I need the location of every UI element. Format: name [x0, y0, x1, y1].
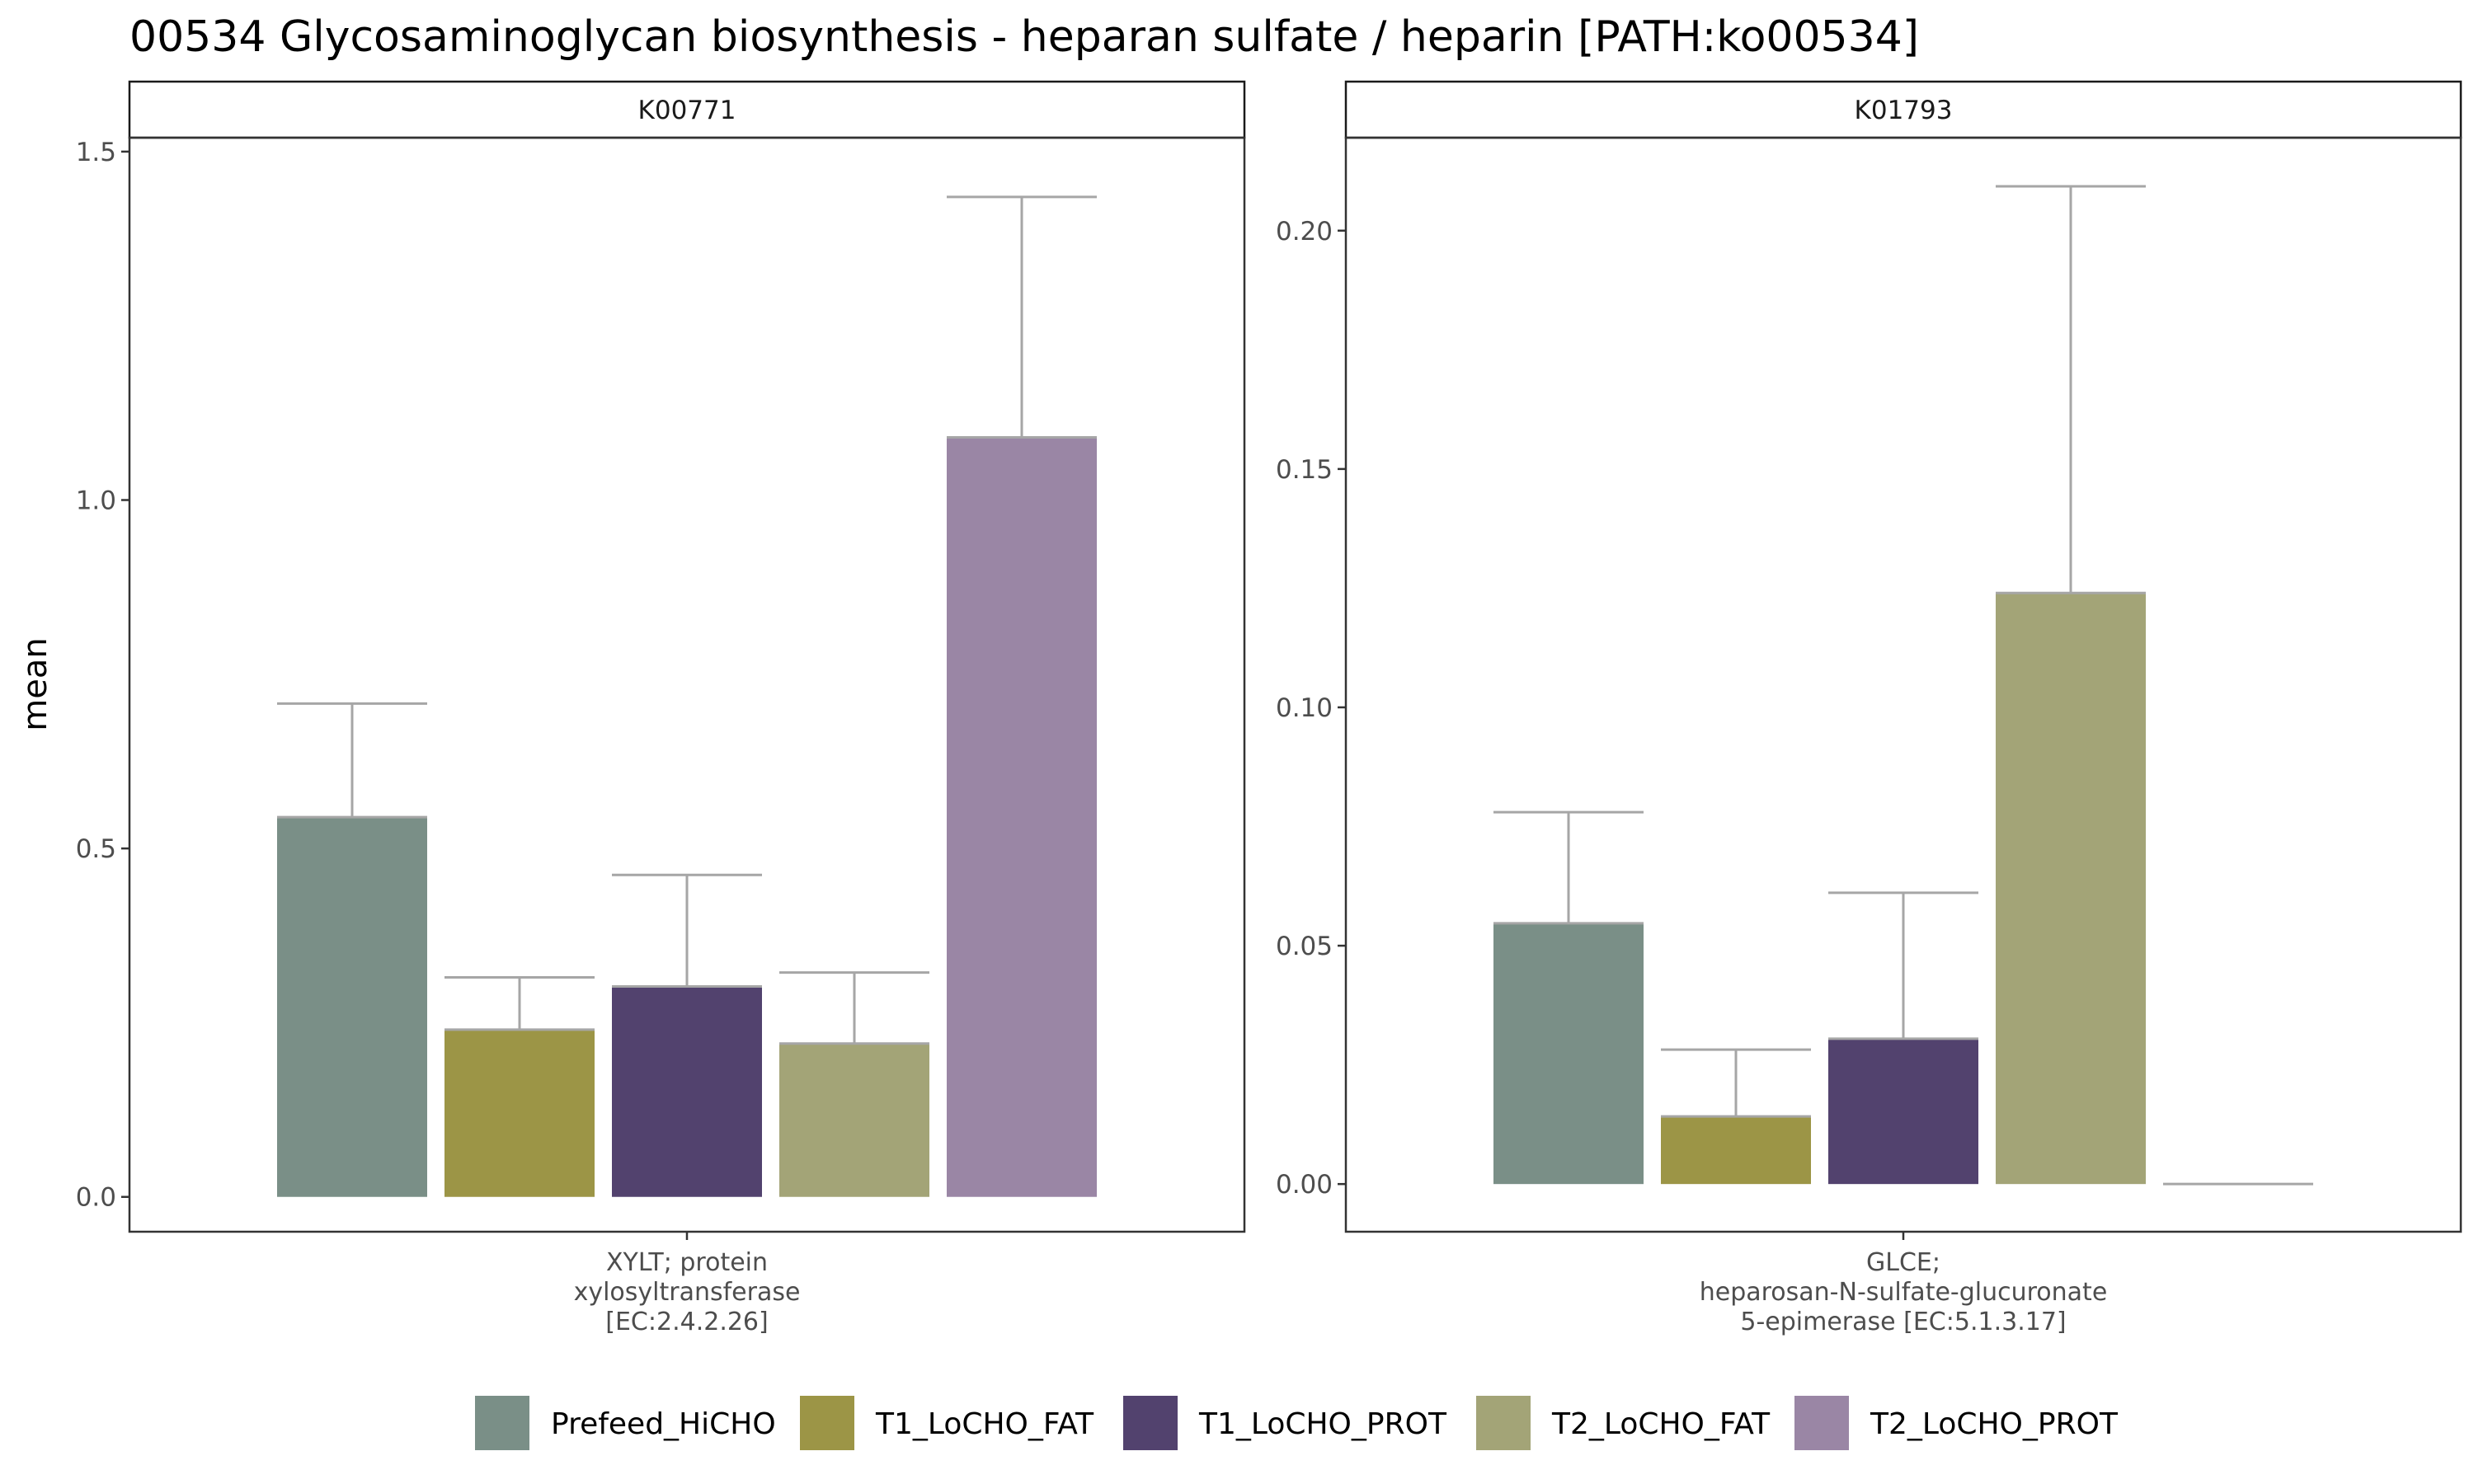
- legend-swatch: [475, 1396, 529, 1450]
- legend-label: T2_LoCHO_FAT: [1551, 1407, 1771, 1441]
- facet-strip: [128, 80, 1246, 139]
- x-category-label-line: XYLT; protein: [606, 1248, 768, 1277]
- facet-panel-1: K00771 0.0 0.5 1.0 1.5 XYLT; proteinxylosyltr…: [76, 80, 1246, 1336]
- y-tick-label: 0.15: [1276, 455, 1333, 485]
- legend-swatch: [1794, 1396, 1849, 1450]
- bar-T1_LoCHO_PROT: [612, 986, 762, 1197]
- legend-swatch: [1123, 1396, 1178, 1450]
- y-tick-label: 0.20: [1276, 217, 1333, 247]
- y-tick-label: 0.00: [1276, 1170, 1333, 1200]
- bar-T2_LoCHO_FAT: [779, 1043, 929, 1197]
- legend: Prefeed_HiCHO T1_LoCHO_FAT T1_LoCHO_PROT T2…: [475, 1396, 2119, 1450]
- bar-Prefeed_HiCHO: [277, 817, 427, 1197]
- chart-title: 00534 Glycosaminoglycan biosynthesis - h…: [129, 12, 1919, 62]
- legend-label: Prefeed_HiCHO: [551, 1407, 776, 1441]
- bar-T2_LoCHO_FAT: [1996, 593, 2146, 1185]
- y-axis-label: mean: [16, 637, 54, 730]
- legend-label: T1_LoCHO_FAT: [875, 1407, 1094, 1441]
- x-category-label-line: [EC:2.4.2.26]: [605, 1308, 768, 1336]
- bar-T2_LoCHO_PROT: [947, 437, 1097, 1197]
- x-category-label-line: GLCE;: [1866, 1248, 1940, 1277]
- legend-swatch: [800, 1396, 854, 1450]
- bar-T1_LoCHO_FAT: [1661, 1116, 1811, 1185]
- bar-T1_LoCHO_PROT: [1828, 1038, 1978, 1185]
- legend-label: T2_LoCHO_PROT: [1870, 1407, 2119, 1441]
- y-tick-label: 1.5: [76, 138, 116, 167]
- facet-strip-label: K00771: [638, 96, 736, 125]
- x-category-label-line: heparosan-N-sulfate-glucuronate: [1700, 1278, 2108, 1307]
- x-category-label-line: xylosyltransferase: [574, 1278, 801, 1307]
- bar-T1_LoCHO_FAT: [444, 1029, 595, 1197]
- facet-panel-2: K01793 0.00 0.05 0.10 0.15 0.20 GLCE;heparosan…: [1276, 80, 2462, 1336]
- facet-strip: [1344, 80, 2462, 139]
- facet-panels: K00771 0.0 0.5 1.0 1.5 XYLT; proteinxylosyltr…: [76, 80, 2462, 1336]
- bar-Prefeed_HiCHO: [1493, 923, 1644, 1185]
- y-tick-label: 0.10: [1276, 693, 1333, 723]
- x-category-label-line: 5-epimerase [EC:5.1.3.17]: [1740, 1308, 2066, 1336]
- y-tick-label: 1.0: [76, 486, 116, 516]
- legend-swatch: [1476, 1396, 1531, 1450]
- y-tick-label: 0.5: [76, 834, 116, 864]
- y-tick-label: 0.05: [1276, 932, 1333, 961]
- y-tick-label: 0.0: [76, 1183, 116, 1213]
- facet-strip-label: K01793: [1855, 96, 1953, 125]
- legend-label: T1_LoCHO_PROT: [1198, 1407, 1447, 1441]
